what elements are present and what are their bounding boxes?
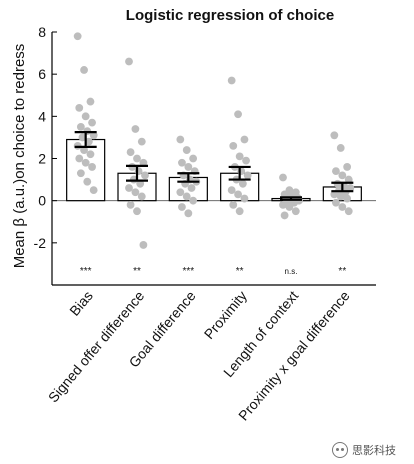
data-point: [75, 104, 84, 112]
data-point: [139, 158, 148, 167]
data-point: [234, 110, 242, 119]
data-point: [227, 76, 236, 85]
data-point: [78, 133, 87, 142]
data-point: [76, 122, 85, 131]
significance-label: ***: [182, 266, 194, 277]
data-point: [126, 148, 135, 157]
data-point: [242, 156, 250, 165]
data-point: [139, 241, 148, 249]
data-point: [136, 179, 145, 188]
data-point: [344, 207, 353, 216]
data-point: [229, 200, 238, 209]
data-point: [176, 135, 185, 144]
data-point: [178, 158, 186, 167]
data-point: [280, 211, 289, 220]
data-point: [133, 154, 141, 163]
data-point: [178, 203, 186, 211]
data-point: [291, 207, 300, 216]
data-point: [182, 192, 191, 201]
data-point: [330, 190, 339, 199]
data-point: [332, 198, 340, 207]
data-point: [184, 209, 193, 218]
data-point: [131, 188, 140, 197]
data-point: [235, 207, 244, 216]
data-point: [141, 171, 149, 180]
data-point: [240, 194, 249, 203]
data-point: [243, 171, 252, 180]
data-point: [279, 173, 287, 182]
data-point: [344, 175, 353, 184]
y-tick-label: 8: [38, 24, 46, 40]
data-point: [240, 135, 249, 144]
data-point: [182, 146, 191, 154]
data-point: [86, 150, 95, 159]
data-point: [89, 131, 98, 140]
data-point: [81, 112, 90, 121]
data-point: [187, 184, 196, 192]
data-point: [285, 203, 294, 211]
data-point: [133, 207, 141, 216]
data-point: [75, 154, 84, 163]
category-label: Bias: [66, 288, 96, 319]
data-point: [336, 144, 345, 152]
y-tick-label: 2: [38, 151, 46, 167]
data-point: [229, 141, 238, 150]
data-point: [80, 146, 88, 154]
data-point: [184, 163, 193, 171]
data-point: [343, 194, 352, 203]
data-point: [81, 158, 90, 167]
data-point: [235, 152, 244, 161]
data-point: [338, 203, 347, 211]
watermark-text: 思影科技: [352, 444, 396, 457]
data-point: [88, 118, 96, 127]
watermark: 思影科技: [332, 442, 396, 458]
y-tick-label: 4: [38, 108, 46, 124]
data-point: [84, 137, 93, 146]
data-point: [126, 200, 135, 209]
category-label: Signed offer difference: [45, 287, 148, 405]
data-point: [137, 192, 146, 201]
data-point: [125, 57, 133, 66]
y-axis-label: Mean β (a.u.)on choice to redress: [11, 44, 28, 269]
data-point: [189, 196, 198, 205]
data-point: [189, 154, 198, 163]
chart-title: Logistic regression of choice: [126, 7, 334, 24]
data-point: [89, 186, 98, 195]
data-point: [137, 137, 146, 146]
data-point: [330, 131, 339, 140]
data-point: [336, 192, 345, 201]
data-point: [234, 190, 242, 199]
category-label: Proximity: [201, 288, 250, 342]
data-point: [332, 167, 340, 176]
data-point: [176, 188, 185, 197]
significance-label: **: [133, 266, 141, 277]
wechat-icon: [332, 442, 348, 458]
y-tick-label: -2: [34, 235, 47, 251]
y-tick-label: 0: [38, 193, 46, 209]
data-point: [76, 169, 85, 178]
significance-label: ***: [80, 266, 92, 277]
data-point: [86, 97, 95, 106]
data-point: [279, 200, 287, 209]
data-point: [338, 171, 347, 180]
significance-label: n.s.: [285, 267, 298, 276]
data-point: [238, 179, 247, 188]
significance-label: **: [338, 266, 346, 277]
data-point: [80, 66, 88, 74]
data-point: [83, 177, 92, 186]
data-point: [134, 167, 143, 176]
data-point: [125, 184, 133, 192]
data-point: [237, 167, 246, 176]
data-point: [88, 163, 96, 171]
data-point: [343, 163, 352, 171]
data-point: [73, 32, 82, 41]
y-tick-label: 6: [38, 66, 46, 82]
data-point: [227, 186, 236, 195]
data-point: [131, 125, 140, 133]
significance-label: **: [236, 266, 244, 277]
